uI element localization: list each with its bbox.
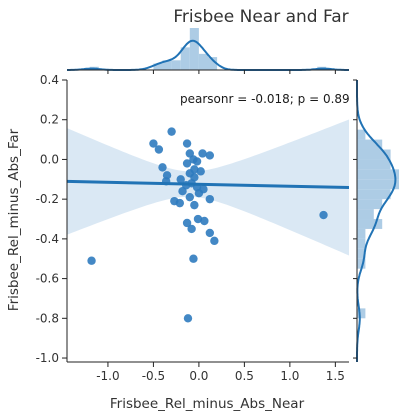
- data-point: [178, 187, 187, 196]
- x-tick-label: -0.5: [142, 369, 165, 383]
- y-histogram-bar: [357, 179, 399, 190]
- y-histogram-bar: [357, 139, 383, 150]
- data-point: [175, 198, 184, 208]
- x-tick-label: 0.5: [235, 369, 254, 383]
- data-point: [185, 192, 195, 202]
- y-histogram-bar: [357, 308, 366, 319]
- y-histogram-bar: [357, 219, 383, 229]
- confidence-band: [67, 119, 349, 256]
- y-histogram-bar: [357, 228, 366, 239]
- y-tick-label: -0.8: [36, 311, 59, 325]
- y-tick-label: 0.4: [40, 73, 59, 87]
- y-axis-title: Frisbee_Rel_minus_Abs_Far: [6, 128, 22, 311]
- y-histogram-bar: [357, 129, 366, 140]
- data-point: [187, 224, 196, 234]
- data-point: [205, 151, 215, 160]
- data-point: [198, 149, 207, 158]
- right-marginal-distribution: [353, 79, 399, 362]
- data-point: [176, 175, 185, 184]
- data-point: [167, 127, 176, 136]
- y-histogram-bar: [357, 258, 366, 269]
- x-histogram-bar: [153, 63, 163, 70]
- y-histogram-bar: [357, 149, 391, 160]
- data-point: [210, 236, 219, 246]
- data-point: [158, 163, 167, 172]
- regression-line: [67, 179, 349, 190]
- data-point: [196, 167, 205, 176]
- x-tick-label: 1.0: [280, 369, 299, 383]
- x-histogram-bar: [171, 60, 181, 70]
- x-histogram-bar: [189, 28, 199, 70]
- y-tick-label: -0.4: [36, 232, 59, 246]
- x-histogram-bar: [198, 53, 208, 70]
- chart-title: Frisbee Near and Far: [173, 7, 348, 27]
- x-histogram-bar: [162, 60, 172, 70]
- y-histogram-bar: [357, 159, 391, 170]
- data-point: [87, 256, 96, 265]
- data-point: [182, 139, 192, 148]
- data-point: [190, 200, 199, 210]
- data-point: [149, 139, 158, 148]
- y-tick-label: -1.0: [36, 351, 59, 365]
- pearson-annotation: pearsonr = -0.018; p = 0.89: [180, 92, 350, 106]
- data-point: [192, 157, 202, 166]
- x-tick-label: 1.5: [326, 369, 345, 383]
- x-axis-title: Frisbee_Rel_minus_Abs_Near: [110, 396, 305, 412]
- data-point: [194, 188, 204, 198]
- main-scatter-plot: -1.0 -0.5 0.0 0.5 1.0 1.5 0.4 0.2 0.0 -0.2 -0.4 -0.…: [36, 73, 349, 383]
- x-histogram-bar: [208, 57, 218, 70]
- y-kde-curve: [356, 80, 397, 362]
- y-tick-label: 0.2: [40, 113, 59, 127]
- top-marginal-distribution: [67, 28, 349, 74]
- y-histogram-bar: [357, 238, 366, 249]
- y-histogram-bar: [357, 199, 383, 210]
- data-point: [182, 218, 192, 228]
- data-point: [189, 254, 198, 263]
- data-point: [200, 216, 209, 226]
- y-tick-label: -0.2: [36, 192, 59, 206]
- y-tick-label: 0.0: [40, 152, 59, 166]
- data-point: [154, 145, 164, 154]
- x-tick-label: -1.0: [96, 369, 119, 383]
- data-point: [193, 214, 203, 224]
- data-point: [319, 210, 328, 220]
- data-point: [182, 159, 192, 168]
- x-tick-label: 0.0: [189, 369, 208, 383]
- data-point: [205, 194, 215, 204]
- y-histogram-bar: [357, 189, 391, 200]
- y-histogram-bar: [357, 169, 399, 180]
- x-histogram-bar: [180, 47, 190, 70]
- y-histogram-bar: [357, 209, 374, 220]
- data-point: [205, 228, 215, 238]
- data-point: [183, 314, 193, 323]
- y-tick-label: -0.6: [36, 272, 59, 286]
- y-histogram-bar: [357, 248, 366, 259]
